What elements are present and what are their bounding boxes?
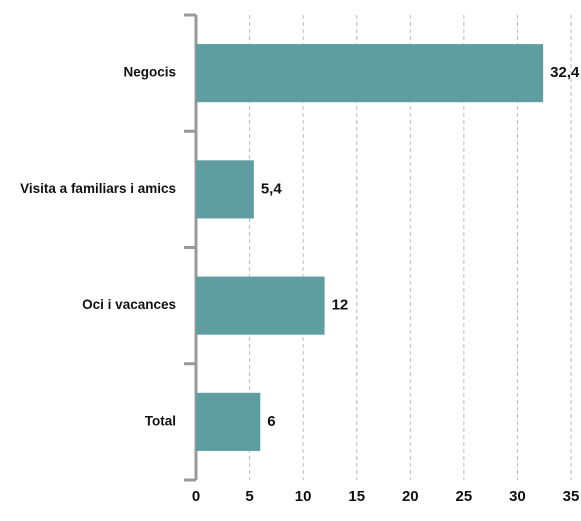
x-tick-label: 25	[456, 488, 473, 505]
bar	[196, 44, 544, 103]
bar	[196, 276, 325, 335]
x-tick-label: 15	[348, 488, 365, 505]
y-tick-label: Visita a familiars i amics	[20, 181, 176, 196]
y-tick-label: Negocis	[123, 65, 176, 80]
x-tick-label: 35	[563, 488, 580, 505]
bar	[196, 160, 254, 219]
x-tick-label: 20	[402, 488, 419, 505]
y-tick-label: Total	[145, 413, 176, 428]
x-tick-label: 5	[245, 488, 253, 505]
value-label: 12	[332, 297, 349, 314]
x-tick-label: 0	[192, 488, 200, 505]
value-label: 6	[267, 413, 275, 430]
x-tick-label: 10	[295, 488, 312, 505]
value-label: 32,4	[550, 64, 580, 81]
x-tick-label: 30	[509, 488, 526, 505]
bar	[196, 392, 261, 451]
y-tick-label: Oci i vacances	[82, 297, 176, 312]
value-label: 5,4	[261, 180, 283, 197]
